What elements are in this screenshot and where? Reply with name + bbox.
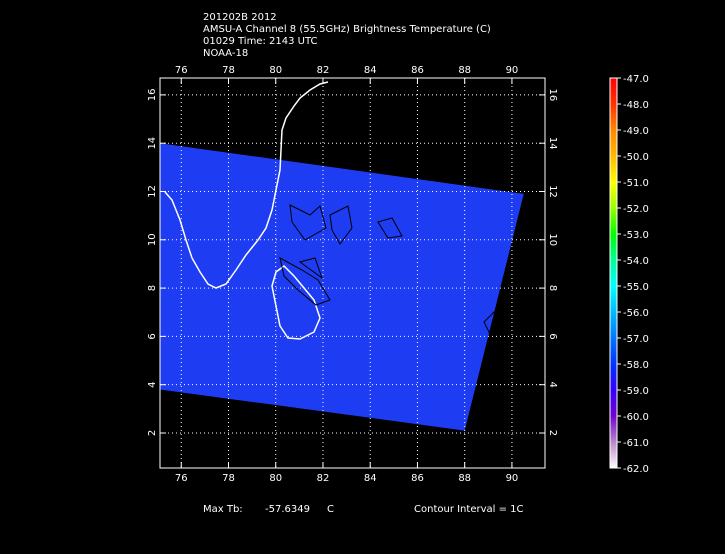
x-tick-label: 88: [458, 65, 471, 76]
y-tick-label: 14: [147, 137, 158, 150]
max-unit: C: [327, 504, 334, 515]
y-tick-label: 10: [547, 233, 558, 246]
y-tick-label: 4: [547, 381, 558, 387]
colorbar: -47.0 -48.0 -49.0 -50.0 -51.0 -52.0 -53.0 -54.0…: [609, 74, 649, 475]
swath: [160, 143, 524, 431]
contours: [279, 204, 501, 335]
header-line: 01029 Time: 2143 UTC: [203, 36, 317, 47]
colorbar-label: -56.0: [623, 308, 649, 319]
colorbar-segment: [610, 182, 617, 209]
coastline: [164, 81, 329, 289]
y-tick-label: 12: [147, 185, 158, 198]
colorbar-label: -49.0: [623, 126, 649, 137]
colorbar-segment: [610, 260, 617, 287]
max-value: -57.6349: [265, 504, 310, 515]
x-tick-label: 84: [364, 65, 377, 76]
x-tick-label: 80: [269, 473, 282, 484]
x-tick-label: 84: [364, 473, 377, 484]
x-tick-label: 90: [506, 473, 519, 484]
colorbar-label: -58.0: [623, 360, 649, 371]
colorbar-segment: [610, 364, 617, 391]
colorbar-segment: [610, 234, 617, 261]
colorbar-segment: [610, 442, 617, 469]
header-line: NOAA-18: [203, 48, 248, 59]
y-tick-label: 2: [147, 430, 158, 436]
colorbar-segment: [610, 390, 617, 417]
colorbar-label: -57.0: [623, 334, 649, 345]
colorbar-label: -62.0: [623, 464, 649, 475]
colorbar-label: -52.0: [623, 204, 649, 215]
y-tick-label: 14: [547, 137, 558, 150]
y-tick-label: 8: [147, 285, 158, 291]
colorbar-segment: [610, 312, 617, 339]
header-line: 201202B 2012: [203, 12, 277, 23]
colorbar-label: -51.0: [623, 178, 649, 189]
grid-layer: [160, 78, 545, 468]
coastline: [271, 265, 321, 340]
x-tick-label: 86: [411, 473, 424, 484]
y-tick-label: 2: [547, 430, 558, 436]
colorbar-label: -55.0: [623, 282, 649, 293]
colorbar-label: -53.0: [623, 230, 649, 241]
x-tick-label: 76: [175, 473, 188, 484]
map-frame: [159, 77, 546, 469]
y-tick-label: 12: [547, 185, 558, 198]
colorbar-segment: [610, 286, 617, 313]
x-tick-label: 86: [411, 65, 424, 76]
y-tick-label: 10: [147, 233, 158, 246]
x-tick-label: 78: [222, 65, 235, 76]
y-tick-label: 6: [147, 333, 158, 339]
x-tick-label: 80: [269, 65, 282, 76]
y-tick-label: 6: [547, 333, 558, 339]
colorbar-label: -60.0: [623, 412, 649, 423]
x-tick-label: 90: [506, 65, 519, 76]
colorbar-label: -54.0: [623, 256, 649, 267]
colorbar-label: -48.0: [623, 100, 649, 111]
x-tick-label: 82: [317, 65, 330, 76]
colorbar-segment: [610, 104, 617, 131]
y-tick-label: 16: [147, 89, 158, 102]
y-tick-label: 4: [147, 381, 158, 387]
header-line: AMSU-A Channel 8 (55.5GHz) Brightness Te…: [203, 24, 491, 35]
max-label: Max Tb:: [203, 504, 243, 515]
footer: Max Tb: -57.6349 C Contour Interval = 1C: [203, 504, 524, 515]
colorbar-label: -50.0: [623, 152, 649, 163]
x-tick-label: 82: [317, 473, 330, 484]
colorbar-segment: [610, 416, 617, 443]
x-tick-label: 78: [222, 473, 235, 484]
colorbar-segment: [610, 156, 617, 183]
header: 201202B 2012 AMSU-A Channel 8 (55.5GHz) …: [203, 12, 491, 59]
contour-interval: Contour Interval = 1C: [414, 504, 524, 515]
colorbar-frame: [609, 77, 618, 469]
swath-layer: [160, 143, 524, 431]
y-tick-label: 8: [547, 285, 558, 291]
colorbar-label: -47.0: [623, 74, 649, 85]
colorbar-segment: [610, 78, 617, 105]
colorbar-label: -61.0: [623, 438, 649, 449]
colorbar-label: -59.0: [623, 386, 649, 397]
colorbar-segment: [610, 130, 617, 157]
y-tick-label: 16: [547, 89, 558, 102]
colorbar-segment: [610, 208, 617, 235]
colorbar-segment: [610, 338, 617, 365]
x-tick-label: 88: [458, 473, 471, 484]
x-tick-label: 76: [175, 65, 188, 76]
